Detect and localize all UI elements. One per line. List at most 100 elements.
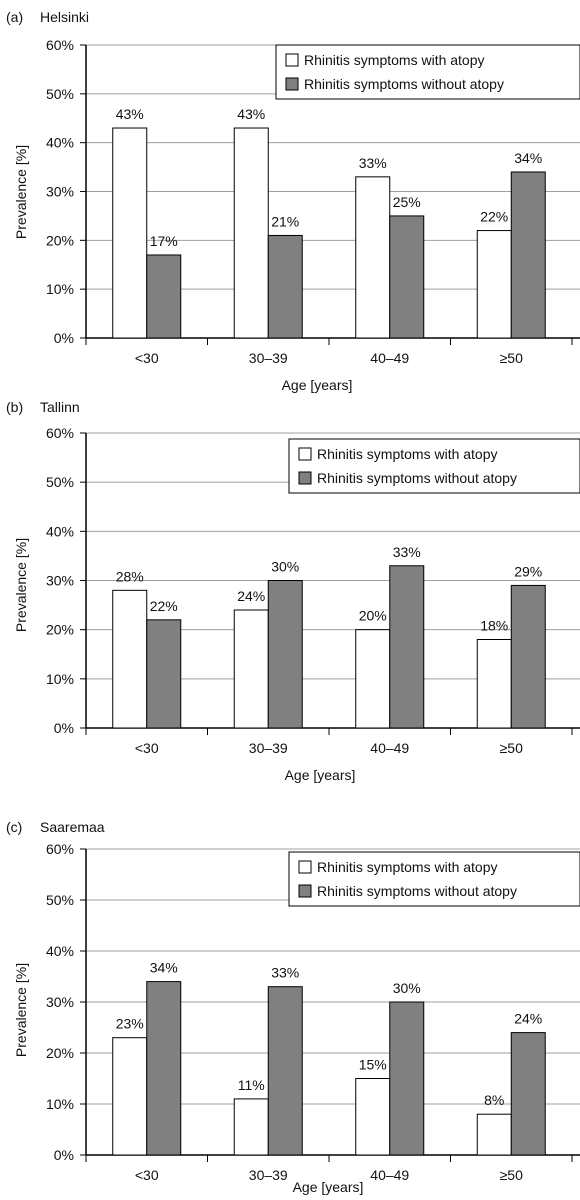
y-axis-label: Prevalence [%] [13, 963, 29, 1057]
data-label: 28% [116, 568, 144, 584]
y-tick-label: 10% [46, 1096, 74, 1112]
y-tick-label: 20% [46, 622, 74, 638]
bar-with-atopy [476, 230, 512, 339]
bar-with-atopy [355, 629, 391, 729]
bar-without-atopy [146, 981, 182, 1156]
legend-box [288, 851, 580, 907]
y-tick-label: 10% [46, 671, 74, 687]
y-tick-label: 20% [46, 232, 74, 248]
bar-without-atopy [267, 234, 303, 339]
chart-panel-saaremaa: (c) Saaremaa Age [years] Prevalence [%] … [0, 800, 580, 1200]
data-label: 43% [116, 106, 144, 122]
x-tick-label: ≥50 [500, 740, 523, 756]
data-label: 8% [484, 1092, 504, 1108]
y-tick-label: 20% [46, 1045, 74, 1061]
chart-helsinki-svg: (a) Helsinki Age [years] Prevalence [%] … [6, 9, 580, 393]
data-label: 30% [271, 559, 299, 575]
bar-without-atopy [389, 565, 425, 729]
x-axis-label: Age [years] [293, 1179, 364, 1195]
legend-box [288, 438, 580, 494]
bar-without-atopy [146, 254, 182, 339]
chart-tallinn-svg: (b) Tallinn Age [years] Prevalence [%] 0… [6, 399, 580, 783]
y-axis-label: Prevalence [%] [13, 145, 29, 239]
y-axis-label: Prevalence [%] [13, 538, 29, 632]
data-label: 34% [150, 960, 178, 976]
legend-swatch [298, 884, 312, 898]
legend-swatch [285, 53, 299, 67]
bar-with-atopy [476, 1113, 512, 1156]
data-label: 25% [393, 194, 421, 210]
data-label: 21% [271, 213, 299, 229]
x-axis-label: Age [years] [285, 767, 356, 783]
bar-without-atopy [510, 1032, 546, 1156]
legend-label: Rhinitis symptoms without atopy [317, 883, 517, 899]
panel-label: (a) [6, 9, 23, 25]
data-label: 22% [150, 598, 178, 614]
y-tick-label: 30% [46, 184, 74, 200]
y-tick-label: 0% [54, 720, 74, 736]
bar-with-atopy [355, 176, 391, 339]
chart-title: Saaremaa [40, 819, 105, 835]
data-label: 30% [393, 980, 421, 996]
bar-without-atopy [146, 619, 182, 729]
data-label: 43% [237, 106, 265, 122]
data-label: 15% [359, 1057, 387, 1073]
legend-label: Rhinitis symptoms without atopy [317, 470, 517, 486]
data-label: 23% [116, 1016, 144, 1032]
legend-label: Rhinitis symptoms with atopy [317, 446, 498, 462]
y-tick-label: 50% [46, 474, 74, 490]
y-tick-label: 10% [46, 281, 74, 297]
y-tick-label: 30% [46, 994, 74, 1010]
bar-without-atopy [267, 580, 303, 729]
chart-title: Helsinki [40, 9, 89, 25]
bar-with-atopy [233, 1098, 269, 1156]
x-tick-label: 40–49 [370, 740, 409, 756]
legend-label: Rhinitis symptoms without atopy [304, 76, 504, 92]
bar-without-atopy [510, 584, 546, 729]
data-label: 24% [514, 1011, 542, 1027]
bar-without-atopy [267, 986, 303, 1156]
data-label: 22% [480, 209, 508, 225]
bar-with-atopy [112, 1037, 148, 1156]
y-tick-label: 50% [46, 86, 74, 102]
bar-with-atopy [112, 127, 148, 339]
data-label: 11% [238, 1077, 265, 1093]
data-label: 29% [514, 563, 542, 579]
data-label: 33% [271, 965, 299, 981]
bar-with-atopy [233, 127, 269, 339]
y-tick-label: 60% [46, 841, 74, 857]
x-tick-label: 40–49 [370, 1167, 409, 1183]
chart-panel-tallinn: (b) Tallinn Age [years] Prevalence [%] 0… [0, 395, 580, 795]
y-tick-label: 0% [54, 1147, 74, 1163]
y-tick-label: 40% [46, 135, 74, 151]
data-label: 33% [359, 155, 387, 171]
bar-without-atopy [389, 1001, 425, 1156]
bar-with-atopy [476, 639, 512, 729]
legend-swatch [298, 447, 312, 461]
x-tick-label: ≥50 [500, 1167, 523, 1183]
legend-box [275, 44, 580, 100]
legend-swatch [298, 471, 312, 485]
panel-label: (b) [6, 399, 23, 415]
data-label: 18% [480, 618, 508, 634]
bar-with-atopy [112, 589, 148, 729]
legend-swatch [298, 860, 312, 874]
data-label: 34% [514, 150, 542, 166]
y-tick-label: 40% [46, 943, 74, 959]
x-axis-label: Age [years] [282, 377, 353, 393]
legend-label: Rhinitis symptoms with atopy [304, 52, 485, 68]
y-tick-label: 30% [46, 573, 74, 589]
chart-saaremaa-svg: (c) Saaremaa Age [years] Prevalence [%] … [6, 819, 580, 1195]
bar-with-atopy [355, 1078, 391, 1156]
bar-without-atopy [510, 171, 546, 339]
legend-label: Rhinitis symptoms with atopy [317, 859, 498, 875]
bar-with-atopy [233, 609, 269, 729]
legend-swatch [285, 77, 299, 91]
data-label: 24% [237, 588, 265, 604]
y-tick-label: 60% [46, 37, 74, 53]
y-tick-label: 60% [46, 425, 74, 441]
data-label: 33% [393, 544, 421, 560]
x-tick-label: <30 [135, 350, 159, 366]
y-tick-label: 40% [46, 523, 74, 539]
x-tick-label: ≥50 [500, 350, 523, 366]
